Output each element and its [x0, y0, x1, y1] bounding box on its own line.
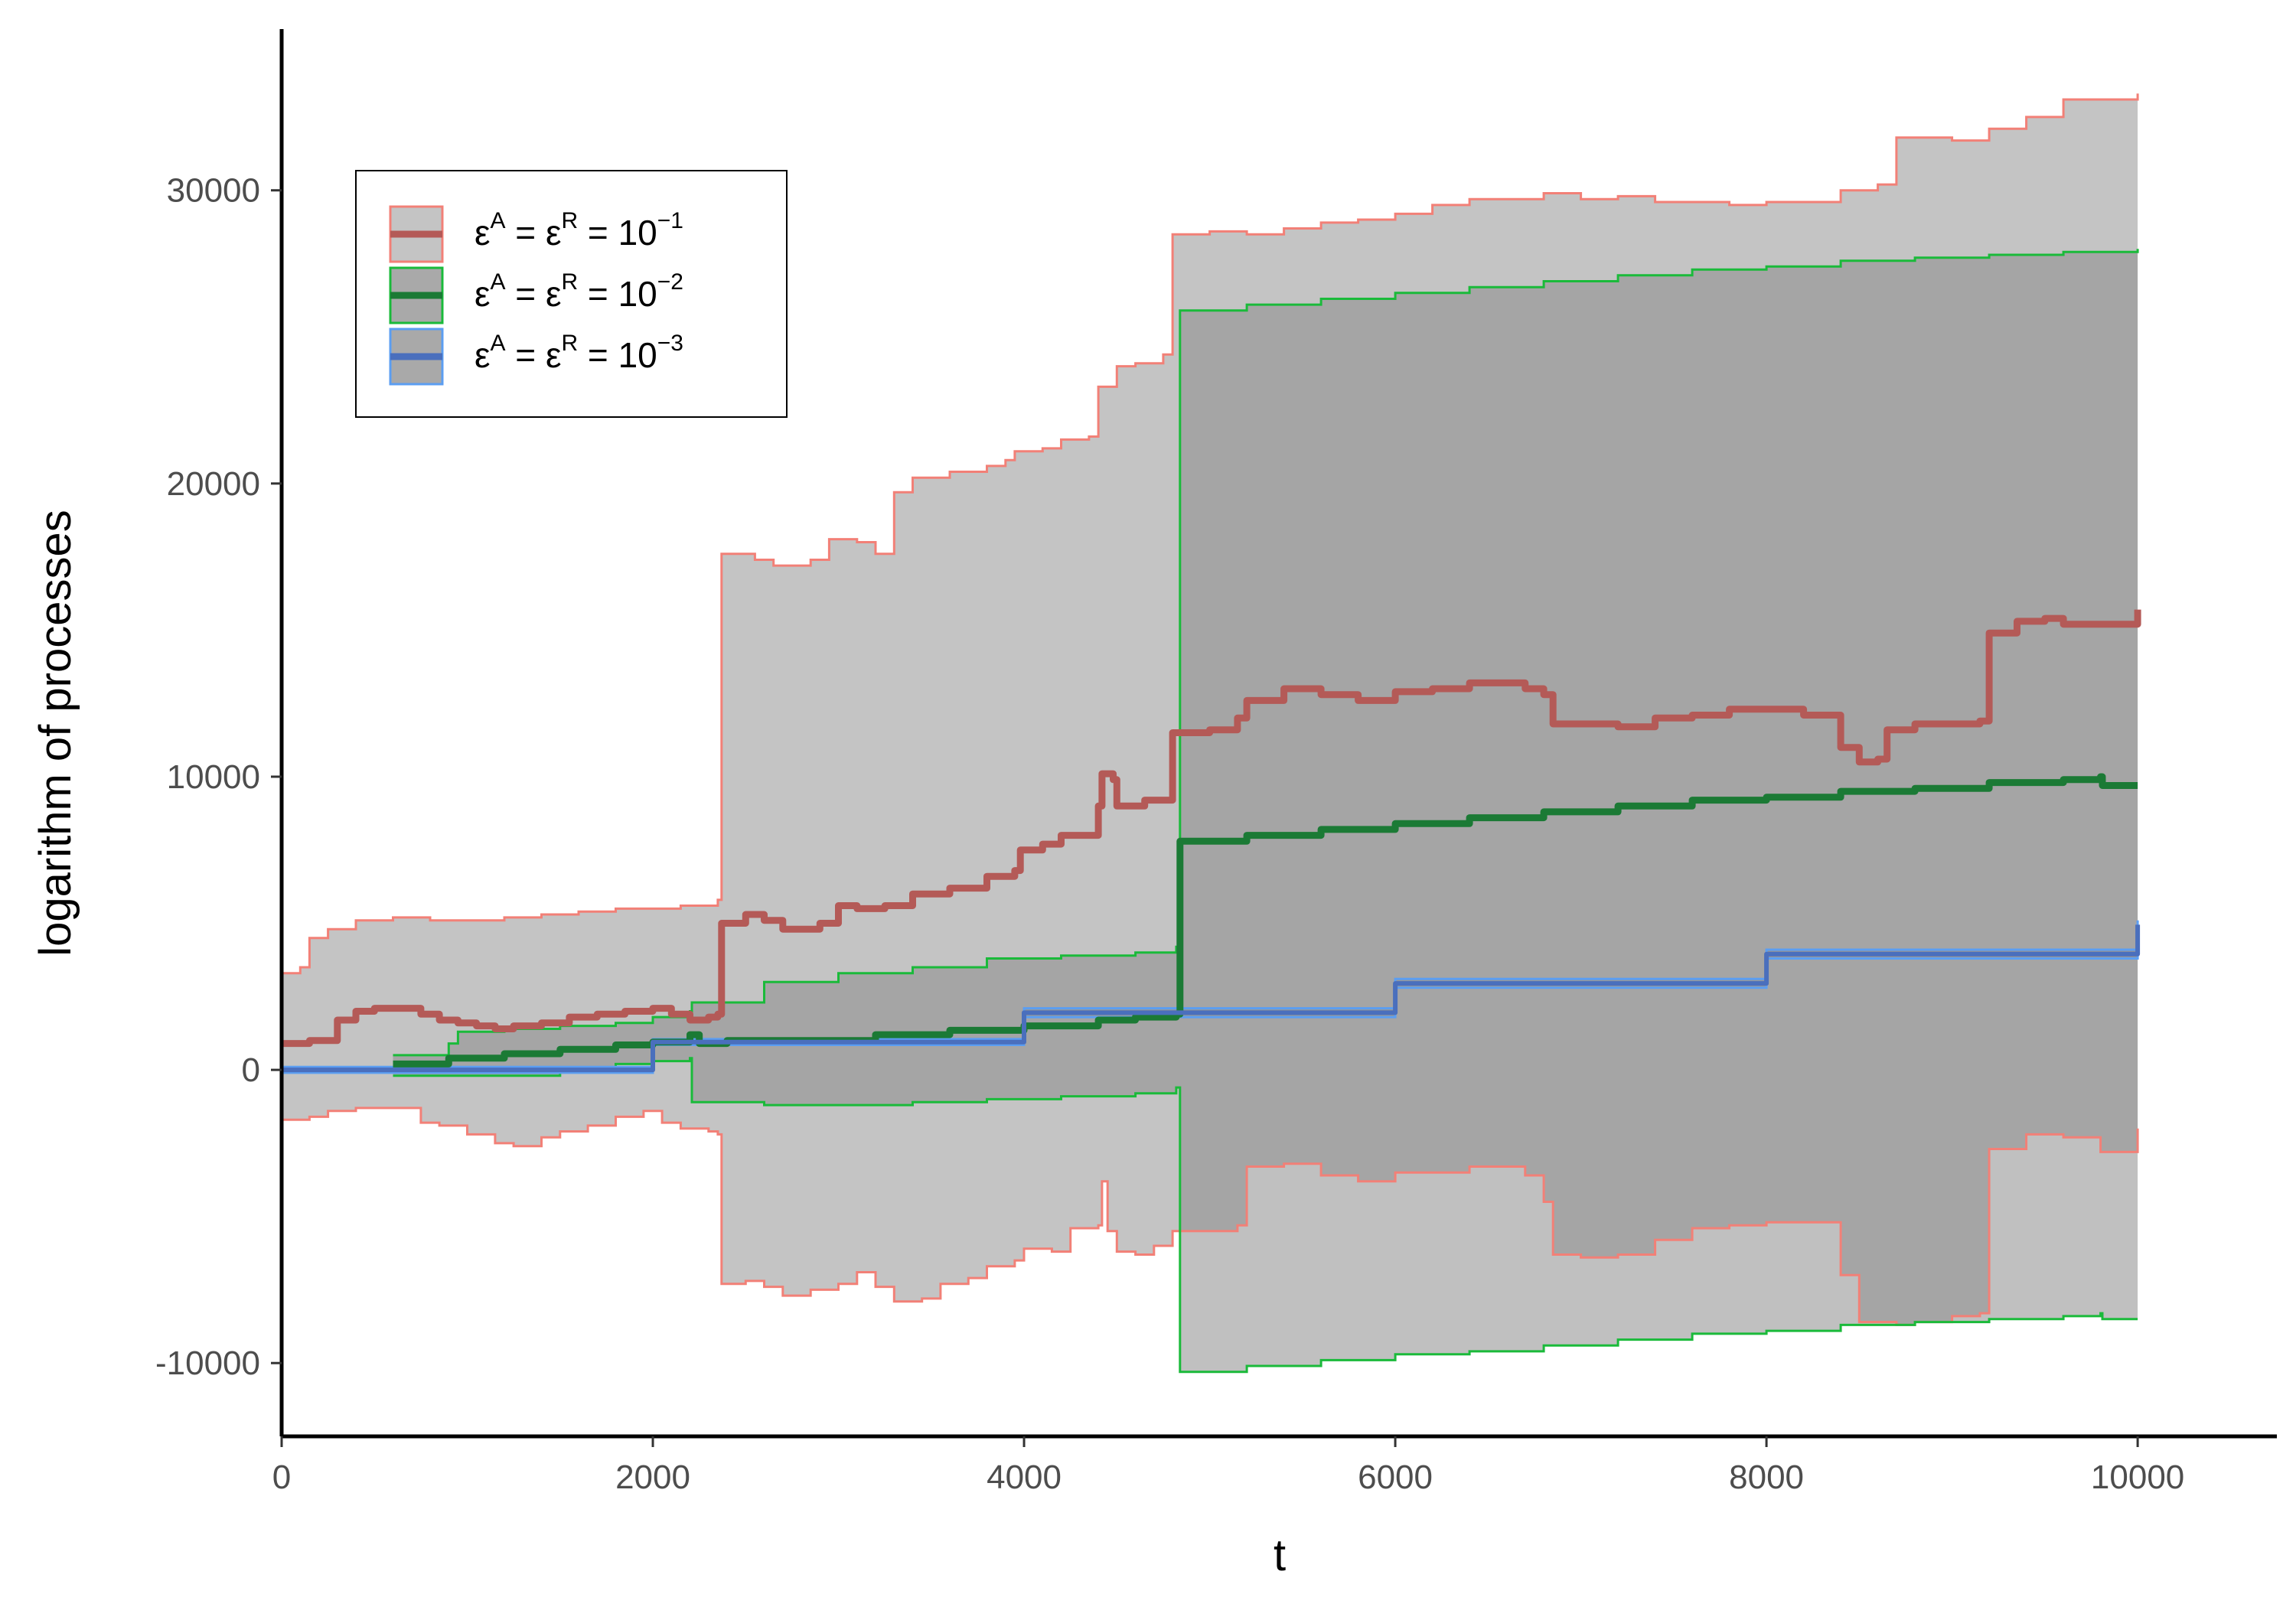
confidence-bands: [282, 93, 2138, 1372]
y-tick-label: -10000: [155, 1345, 260, 1382]
band-upper-edge-series-1: [282, 93, 2139, 975]
x-tick-label: 0: [272, 1459, 291, 1496]
band-lower-edge-series-2: [393, 1057, 2138, 1374]
x-tick-label: 10000: [2091, 1459, 2184, 1496]
legend-entry-label: εA = εR = 10−2: [475, 269, 683, 314]
y-tick-label: 10000: [167, 758, 260, 796]
mean-lines: [282, 609, 2141, 1073]
x-tick-label: 8000: [1729, 1459, 1804, 1496]
mean-line-series-1: [282, 609, 2141, 1048]
y-axis-title: logarithm of processes: [31, 510, 80, 956]
x-ticks: 0 2000 4000 6000 8000 10000: [272, 1436, 2184, 1496]
mean-line-series-3: [282, 924, 2141, 1073]
y-tick-label: 20000: [167, 465, 260, 503]
band-upper-edge-series-2: [393, 249, 2139, 1057]
legend: εA = εR = 10−1 εA = εR = 10−2 εA = εR = 10…: [355, 170, 788, 418]
band-lower-edge-series-1: [282, 1107, 2139, 1326]
legend-entry-label: εA = εR = 10−1: [475, 208, 683, 253]
x-tick-label: 6000: [1358, 1459, 1433, 1496]
y-tick-label: 0: [242, 1051, 260, 1089]
legend-entry-label: εA = εR = 10−3: [475, 331, 683, 375]
band-edges: [282, 93, 2139, 1374]
x-axis-title: t: [1274, 1530, 1286, 1580]
y-tick-label: 30000: [167, 172, 260, 210]
band-series-2: [393, 249, 2138, 1372]
x-tick-label: 2000: [615, 1459, 690, 1496]
y-ticks: -10000 0 10000 20000 30000: [155, 172, 282, 1382]
x-tick-label: 4000: [987, 1459, 1062, 1496]
